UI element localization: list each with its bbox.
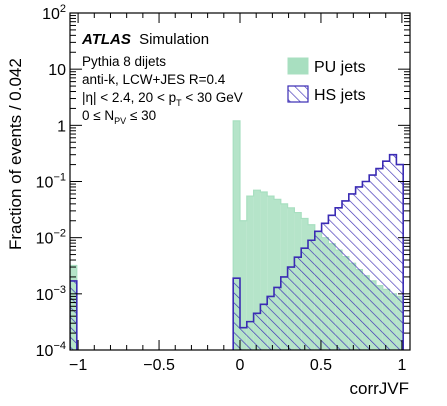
- y-tick-label: 10−1: [36, 172, 66, 192]
- hs-jets-bar: [274, 287, 281, 350]
- hs-jets-bar: [287, 267, 295, 350]
- hs-jets-bar: [267, 296, 274, 350]
- annotation-line-4-sub: PV: [114, 116, 126, 126]
- annotation-line-4-a: 0 ≤ N: [82, 108, 114, 123]
- legend: PU jets HS jets: [287, 57, 366, 104]
- hs-jets-bar: [382, 161, 390, 350]
- hs-jets-bar: [376, 168, 383, 350]
- y-tick-label: 10−4: [36, 340, 66, 360]
- x-tick-label: 0.5: [310, 357, 332, 374]
- y-tick-label: 102: [42, 3, 66, 23]
- x-tick-label: −0.5: [143, 357, 175, 374]
- pu-jets-bar: [260, 192, 268, 350]
- hs-jets-bar: [396, 164, 404, 350]
- hs-jets-bar: [308, 240, 315, 350]
- hs-jets-outline: [70, 153, 404, 350]
- legend-entry-pu: PU jets: [287, 57, 366, 76]
- hs-jets-bar: [348, 193, 356, 350]
- pu-jets-bar: [253, 190, 261, 350]
- annotation-line-2: anti-k, LCW+JES R=0.4: [82, 72, 226, 87]
- hs-jets-bar: [389, 154, 397, 350]
- y-tick-label: 10: [48, 62, 66, 79]
- annotation-line-4-b: ≤ 30: [126, 108, 156, 123]
- legend-label-pu: PU jets: [314, 59, 366, 76]
- atlas-label: ATLAS Simulation: [81, 31, 209, 48]
- hs-jets-bar: [301, 248, 308, 350]
- hs-jets-bar: [369, 175, 376, 350]
- legend-label-hs: HS jets: [314, 87, 366, 104]
- hs-jets-bar: [321, 223, 329, 350]
- y-axis-label: Fraction of events / 0.042: [6, 58, 25, 250]
- y-tick-label: 10−2: [36, 228, 66, 248]
- y-tick-label: 1: [57, 118, 66, 135]
- hs-jets-bar: [314, 231, 322, 350]
- legend-entry-hs: HS jets: [287, 85, 366, 104]
- hs-jets-bar: [328, 215, 336, 350]
- annotation-line-3: |η| < 2.4, 20 < pT < 30 GeV: [82, 90, 243, 108]
- x-axis-label: corrJVF: [350, 379, 410, 398]
- hs-jets-bar: [362, 181, 370, 350]
- axis-ticks: [70, 12, 410, 351]
- legend-swatch-hs: [287, 85, 309, 103]
- annotation-line-3-b: < 30 GeV: [182, 90, 243, 105]
- hs-jets-bar: [70, 280, 77, 350]
- x-tick-label: 0: [236, 357, 245, 374]
- annotation-line-3-a: |η| < 2.4, 20 < p: [82, 90, 176, 105]
- hs-jets-bar: [335, 207, 342, 350]
- x-tick-label: −1: [69, 357, 87, 374]
- hs-jets-bar: [280, 276, 288, 350]
- hs-jets-bar: [294, 257, 302, 350]
- annotation-block: ATLAS Simulation Pythia 8 dijets anti-k,…: [81, 31, 243, 126]
- atlas-label-main: ATLAS: [81, 31, 131, 48]
- pu-jets-bar: [274, 199, 281, 350]
- y-tick-label: 10−3: [36, 284, 66, 304]
- hs-jets-bar: [246, 321, 254, 350]
- hs-jets-bar: [233, 278, 240, 350]
- hs-jets-bar: [260, 304, 268, 350]
- hs-jets-bar: [355, 186, 363, 350]
- annotation-line-3-sub: T: [176, 98, 182, 108]
- hs-jets-bar: [253, 313, 261, 350]
- pu-jets-bar: [267, 196, 274, 350]
- legend-swatch-pu: [287, 57, 309, 75]
- annotation-line-4: 0 ≤ NPV ≤ 30: [82, 108, 156, 126]
- hs-jets-bar: [240, 327, 247, 350]
- y-tick-labels: 10−4 10−3 10−2 10−1 1 10 102: [36, 3, 66, 360]
- pu-jets-bar: [246, 196, 254, 350]
- hs-jets-series: [70, 153, 404, 350]
- pu-jets-bar: [233, 120, 240, 350]
- atlas-label-suffix: Simulation: [139, 31, 209, 48]
- hs-jets-bar: [342, 200, 349, 350]
- x-tick-label: 1: [397, 357, 406, 374]
- x-tick-labels: −1 −0.5 0 0.5 1: [69, 357, 406, 374]
- pu-jets-bar: [240, 220, 247, 350]
- annotation-line-1: Pythia 8 dijets: [82, 54, 166, 69]
